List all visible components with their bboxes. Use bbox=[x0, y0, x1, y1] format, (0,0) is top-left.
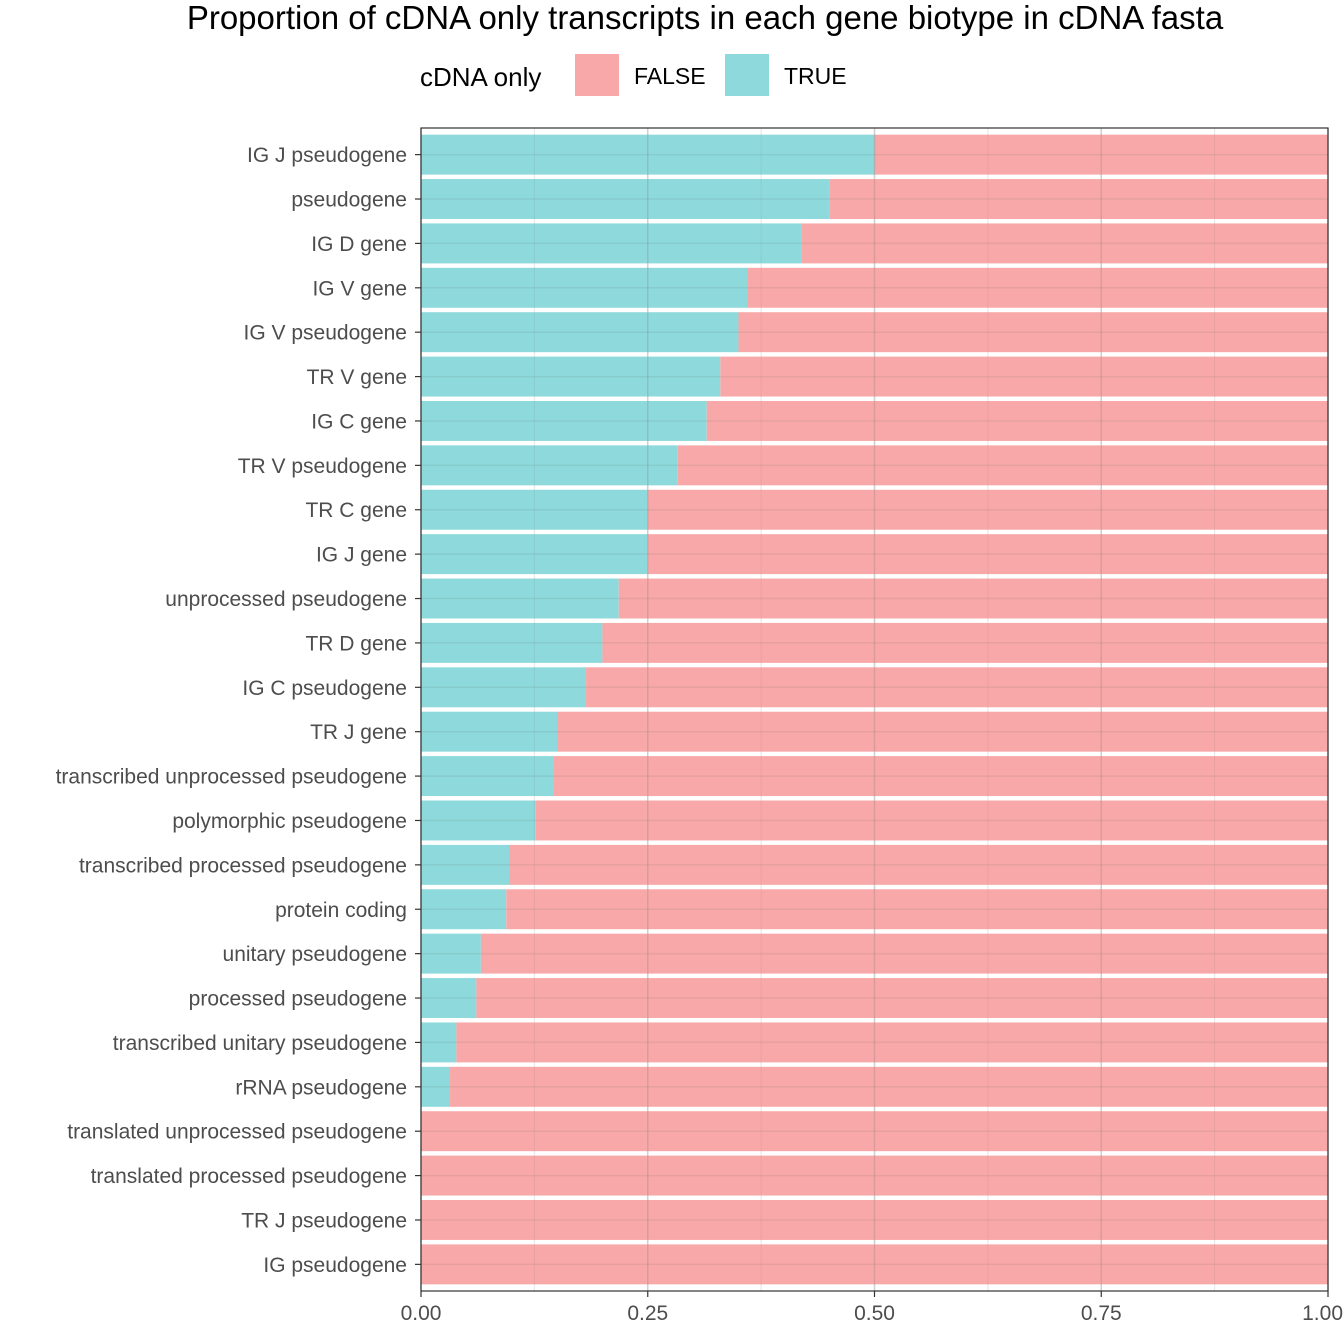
bar-true bbox=[421, 578, 619, 619]
y-tick-label: processed pseudogene bbox=[189, 988, 407, 1011]
y-tick-label: TR J pseudogene bbox=[241, 1209, 407, 1232]
bar-false bbox=[647, 489, 1328, 530]
bar-false bbox=[456, 1022, 1328, 1063]
y-tick-label: TR J gene bbox=[310, 721, 407, 744]
y-tick-label: IG V gene bbox=[312, 277, 407, 300]
bar-true bbox=[421, 534, 648, 575]
x-tick-label: 0.75 bbox=[1081, 1302, 1122, 1325]
y-tick-label: IG C gene bbox=[311, 410, 407, 433]
grid-overlay bbox=[420, 128, 1329, 1291]
x-tick-label: 0.50 bbox=[854, 1302, 895, 1325]
bar-true bbox=[421, 134, 875, 175]
y-tick-label: TR D gene bbox=[305, 632, 407, 655]
legend-label-true: TRUE bbox=[784, 63, 847, 89]
legend: cDNA only FALSE TRUE bbox=[420, 54, 847, 96]
bar-false bbox=[720, 356, 1328, 397]
bar-false bbox=[535, 800, 1328, 841]
bar-false bbox=[618, 578, 1328, 619]
legend-label-false: FALSE bbox=[634, 63, 706, 89]
bar-false bbox=[553, 756, 1328, 797]
bar-false bbox=[706, 400, 1328, 441]
bar-false bbox=[801, 223, 1328, 264]
legend-key-true bbox=[725, 54, 769, 96]
bar-false bbox=[829, 179, 1328, 219]
legend-title: cDNA only bbox=[420, 62, 541, 92]
bar-true bbox=[421, 489, 648, 530]
chart-title: Proportion of cDNA only transcripts in e… bbox=[187, 0, 1224, 36]
y-tick-label: protein coding bbox=[275, 899, 407, 922]
y-tick-label: TR V gene bbox=[307, 366, 407, 389]
bar-true bbox=[421, 800, 536, 841]
bar-true bbox=[421, 711, 558, 752]
bar-true bbox=[421, 267, 748, 308]
y-tick-label: translated unprocessed pseudogene bbox=[67, 1121, 407, 1144]
legend-key-false bbox=[575, 54, 619, 96]
y-tick-label: unitary pseudogene bbox=[223, 943, 407, 966]
bar-true bbox=[421, 400, 707, 441]
bar-true bbox=[421, 356, 721, 397]
x-tick-label: 0.00 bbox=[401, 1302, 442, 1325]
y-tick-label: polymorphic pseudogene bbox=[172, 810, 407, 833]
bar-true bbox=[421, 844, 509, 885]
y-tick-label: transcribed unitary pseudogene bbox=[113, 1032, 407, 1055]
y-tick-label: pseudogene bbox=[291, 189, 407, 212]
bar-true bbox=[421, 223, 802, 264]
bar-false bbox=[602, 622, 1328, 663]
bar-true bbox=[421, 312, 739, 353]
y-tick-label: translated processed pseudogene bbox=[91, 1165, 407, 1188]
bar-false bbox=[738, 312, 1328, 353]
bar-true bbox=[421, 756, 554, 797]
bar-false bbox=[480, 933, 1328, 974]
y-tick-label: TR V pseudogene bbox=[238, 455, 407, 478]
y-tick-label: IG J pseudogene bbox=[247, 144, 407, 167]
bar-false bbox=[508, 844, 1328, 885]
bar-true bbox=[421, 179, 830, 219]
bar-true bbox=[421, 445, 678, 486]
x-tick-label: 0.25 bbox=[627, 1302, 668, 1325]
y-tick-label: transcribed processed pseudogene bbox=[79, 854, 407, 877]
bar-false bbox=[476, 978, 1328, 1019]
bars bbox=[421, 134, 1328, 1285]
bar-true bbox=[421, 622, 603, 663]
y-tick-label: rRNA pseudogene bbox=[235, 1076, 407, 1099]
bar-false bbox=[421, 1111, 1328, 1152]
bar-false bbox=[874, 134, 1328, 175]
x-axis: 0.00 0.25 0.50 0.75 1.00 bbox=[401, 1291, 1343, 1325]
bar-false bbox=[506, 889, 1328, 930]
y-tick-label: TR C gene bbox=[305, 499, 407, 522]
bar-false bbox=[677, 445, 1328, 486]
y-tick-label: IG C pseudogene bbox=[242, 677, 407, 700]
bar-true bbox=[421, 1022, 457, 1063]
bar-false bbox=[421, 1244, 1328, 1285]
y-tick-label: transcribed unprocessed pseudogene bbox=[56, 766, 407, 789]
y-tick-label: IG pseudogene bbox=[263, 1254, 407, 1277]
bar-false bbox=[557, 711, 1328, 752]
bar-true bbox=[421, 667, 587, 708]
bar-true bbox=[421, 1066, 451, 1107]
bar-true bbox=[421, 933, 481, 974]
y-tick-label: IG V pseudogene bbox=[244, 322, 407, 345]
bar-true bbox=[421, 978, 477, 1019]
bar-true bbox=[421, 889, 507, 930]
bar-false bbox=[421, 1200, 1328, 1240]
bar-false bbox=[450, 1066, 1328, 1107]
y-tick-label: unprocessed pseudogene bbox=[165, 588, 407, 611]
bar-false bbox=[647, 534, 1328, 575]
y-tick-label: IG J gene bbox=[316, 544, 407, 567]
y-axis: IG J pseudogene pseudogene IG D gene IG V g… bbox=[56, 144, 421, 1277]
bar-false bbox=[747, 267, 1328, 308]
bar-false bbox=[586, 667, 1328, 708]
bar-false bbox=[421, 1155, 1328, 1196]
x-tick-label: 1.00 bbox=[1302, 1302, 1343, 1325]
y-tick-label: IG D gene bbox=[311, 233, 407, 256]
